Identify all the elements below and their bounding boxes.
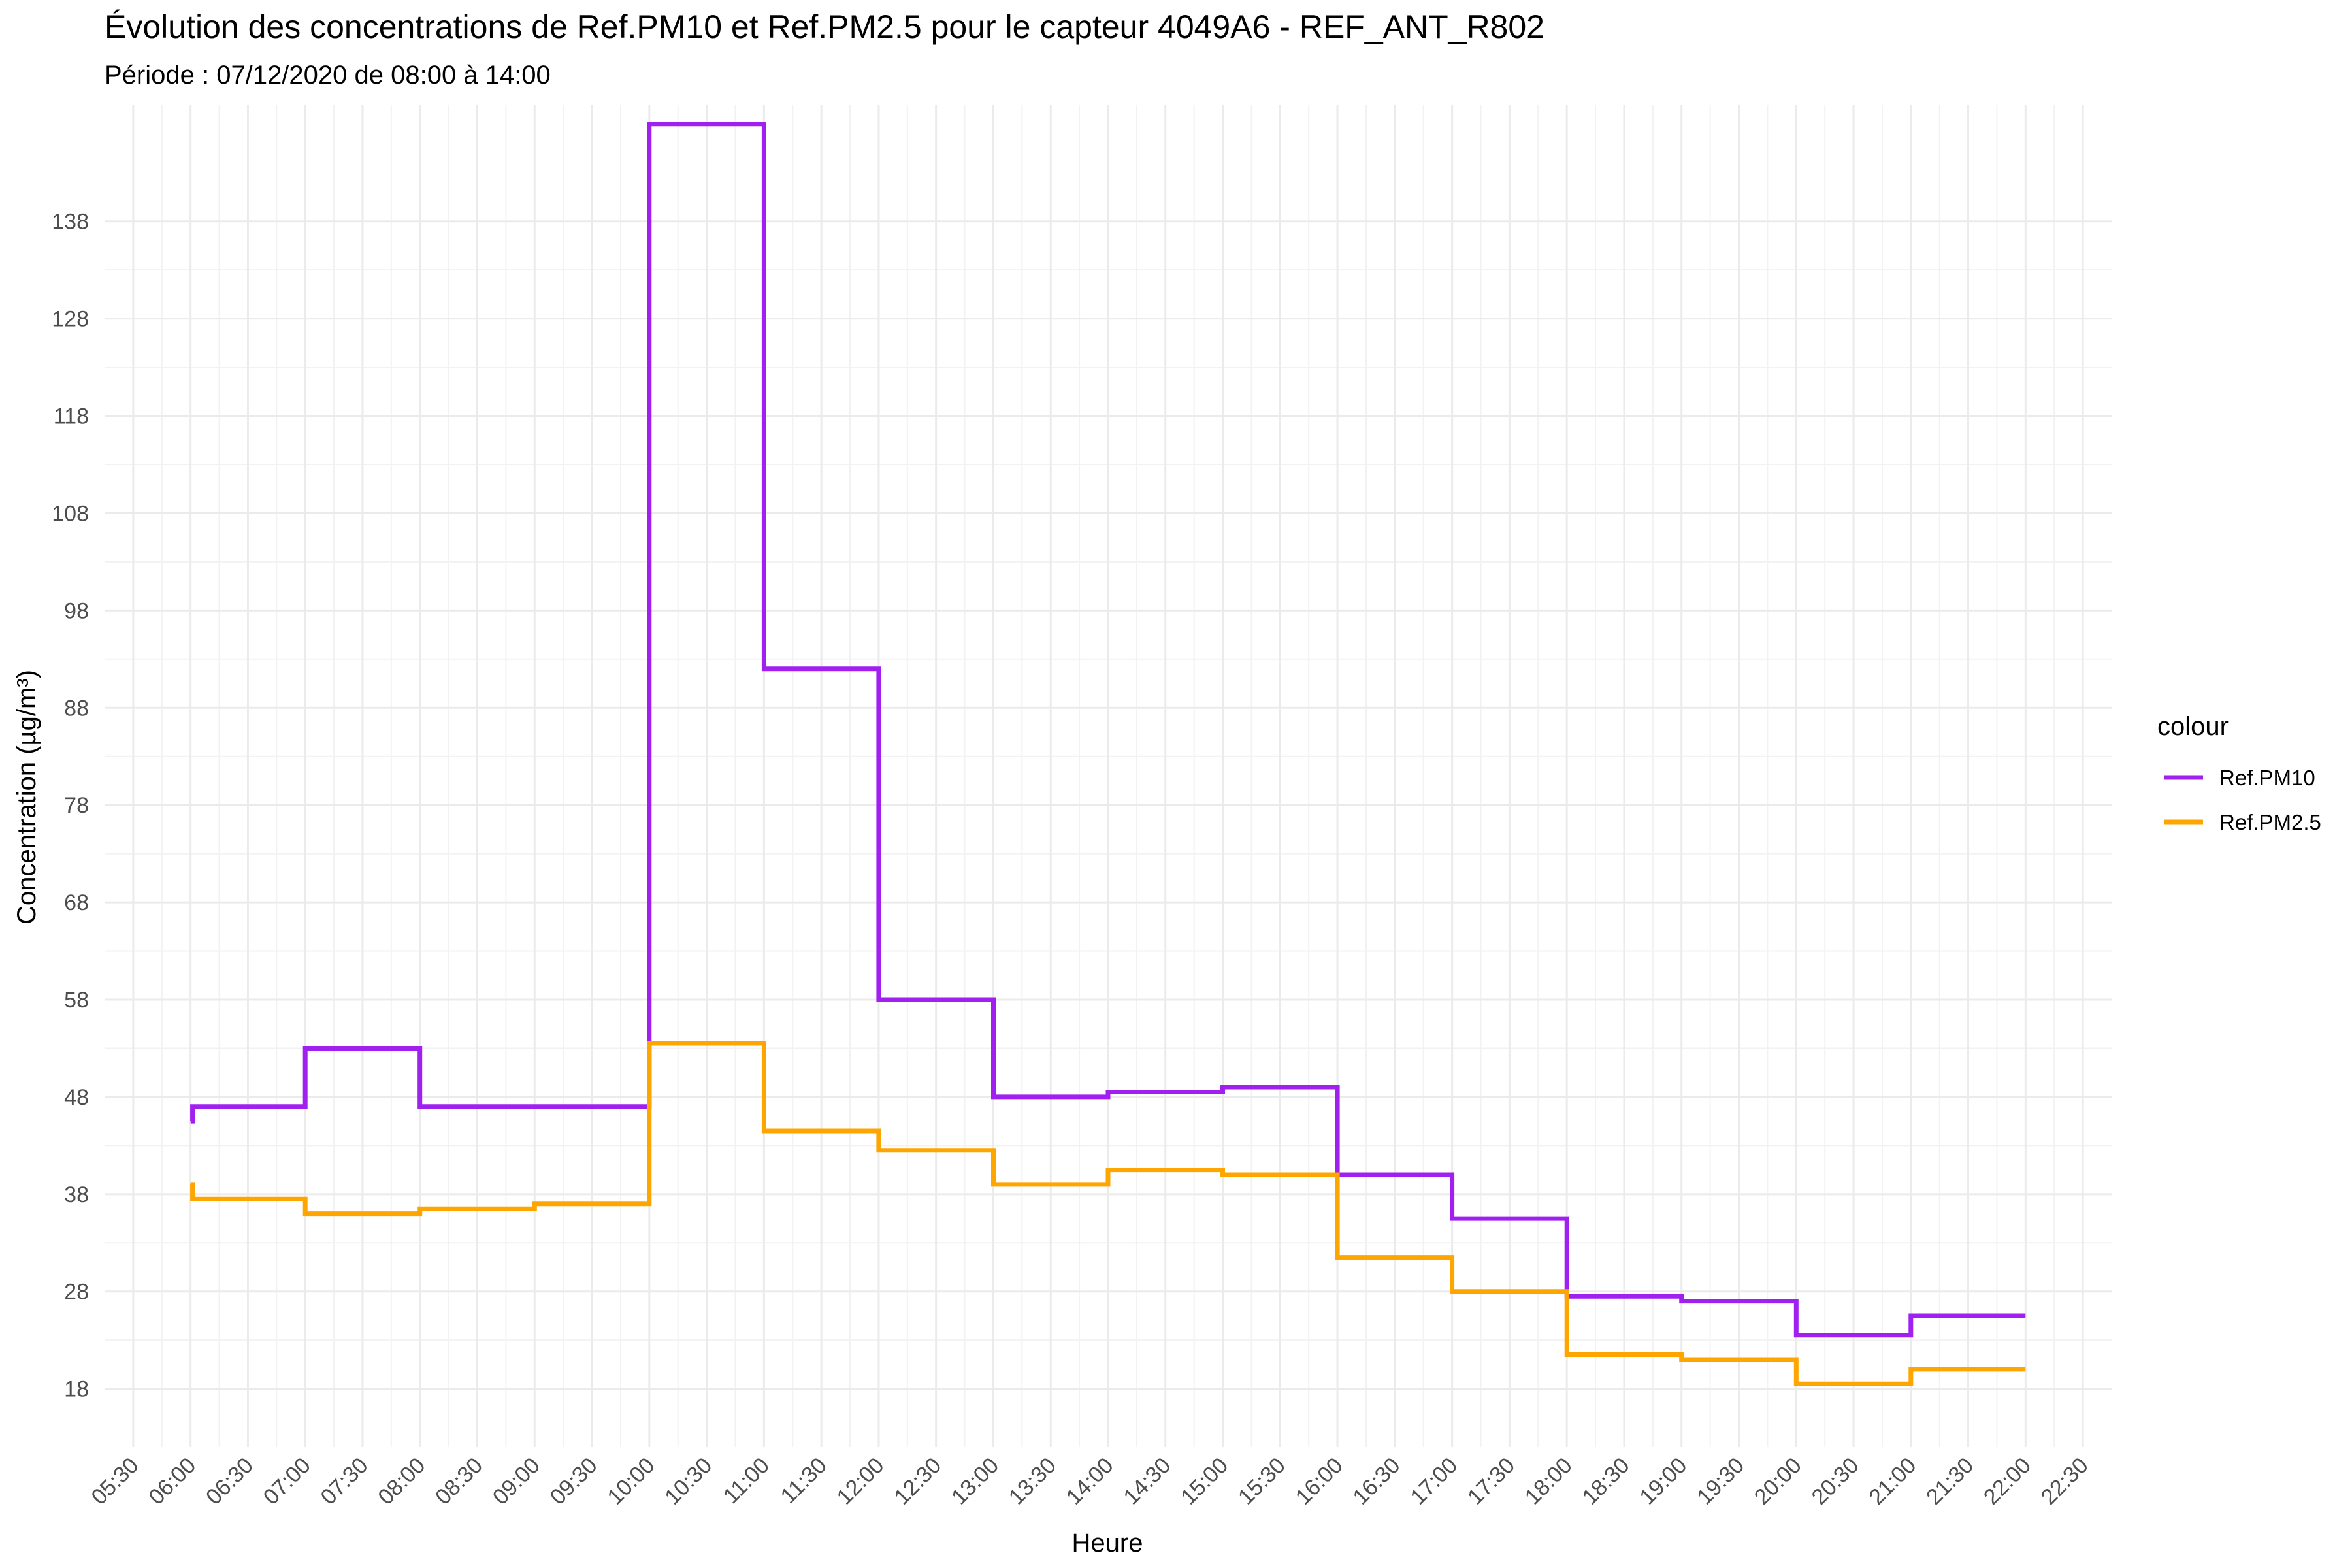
legend: colour Ref.PM10 Ref.PM2.5 — [2157, 712, 2321, 834]
y-tick-label: 38 — [64, 1183, 89, 1207]
y-tick-label: 68 — [64, 890, 89, 915]
y-tick-label: 18 — [64, 1377, 89, 1402]
y-tick-label: 108 — [52, 501, 89, 526]
series-line-pm10 — [190, 122, 2026, 1338]
y-tick-label: 128 — [52, 307, 89, 332]
y-tick-label: 28 — [64, 1280, 89, 1305]
chart-title: Évolution des concentrations de Ref.PM10… — [105, 8, 1544, 45]
legend-title: colour — [2157, 712, 2229, 741]
y-axis: 18 28 38 48 58 68 78 88 98 108 118 128 138 — [52, 210, 89, 1402]
x-axis-title: Heure — [1072, 1529, 1143, 1558]
y-tick-label: 58 — [64, 988, 89, 1013]
y-tick-label: 78 — [64, 793, 89, 818]
y-tick-label: 118 — [54, 404, 89, 429]
y-axis-title: Concentration (µg/m³) — [12, 670, 41, 924]
legend-label: Ref.PM10 — [2219, 766, 2315, 790]
y-tick-label: 88 — [64, 696, 89, 721]
y-tick-label: 98 — [64, 598, 89, 623]
chart-subtitle: Période : 07/12/2020 de 08:00 à 14:00 — [105, 61, 551, 90]
legend-label: Ref.PM2.5 — [2219, 810, 2321, 834]
grid — [105, 105, 2112, 1447]
series-lines — [190, 122, 2026, 1386]
y-tick-label: 48 — [64, 1085, 89, 1110]
y-tick-label: 138 — [52, 210, 89, 235]
series-line-pm25 — [190, 1041, 2026, 1386]
